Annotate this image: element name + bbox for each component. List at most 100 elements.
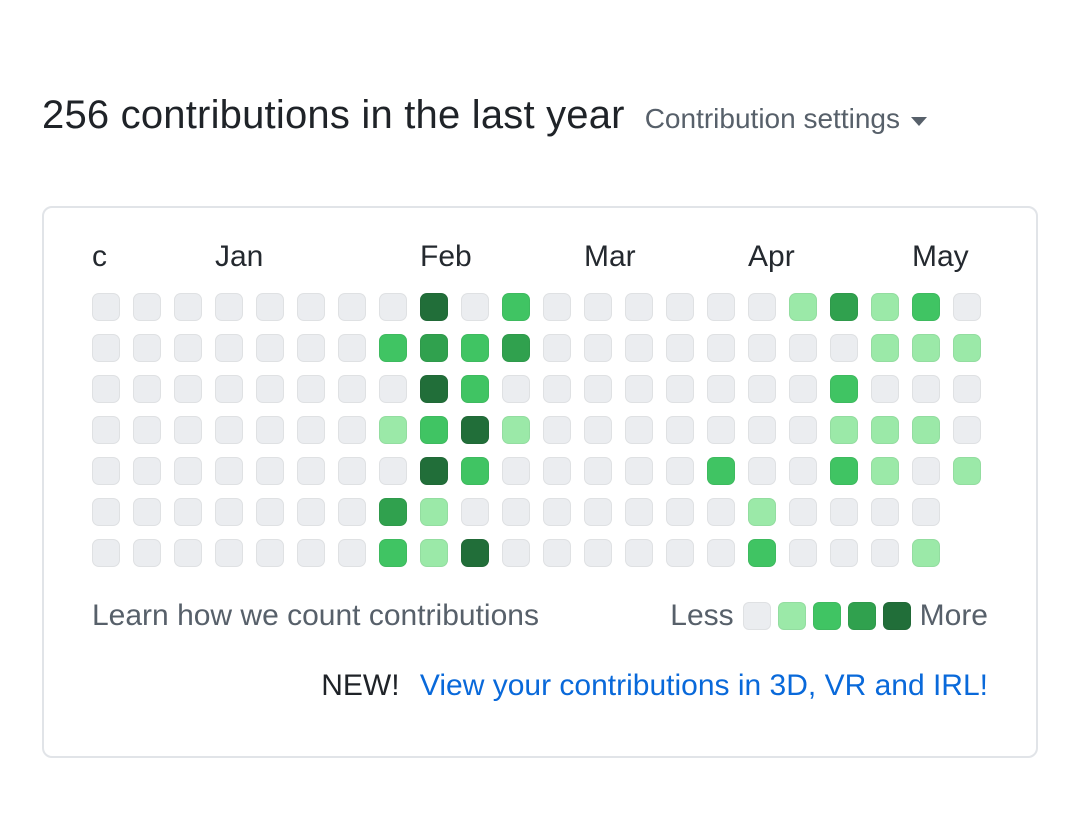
contribution-cell[interactable] (338, 498, 366, 527)
contribution-cell[interactable] (666, 498, 694, 527)
contribution-cell[interactable] (133, 416, 161, 445)
contribution-cell[interactable] (133, 539, 161, 568)
contribution-cell[interactable] (174, 334, 202, 363)
contribution-cell[interactable] (666, 293, 694, 322)
contribution-cell[interactable] (625, 416, 653, 445)
contribution-cell[interactable] (871, 334, 899, 363)
contribution-cell[interactable] (338, 457, 366, 486)
contribution-cell[interactable] (256, 293, 284, 322)
contribution-cell[interactable] (379, 375, 407, 404)
contribution-cell[interactable] (174, 498, 202, 527)
contribution-cell[interactable] (912, 539, 940, 568)
contribution-cell[interactable] (174, 375, 202, 404)
contribution-cell[interactable] (625, 293, 653, 322)
contribution-cell[interactable] (830, 539, 858, 568)
contribution-cell[interactable] (461, 293, 489, 322)
contribution-settings-button[interactable]: Contribution settings (645, 103, 927, 135)
contribution-cell[interactable] (256, 539, 284, 568)
contribution-cell[interactable] (297, 416, 325, 445)
contribution-cell[interactable] (297, 375, 325, 404)
contribution-cell[interactable] (666, 334, 694, 363)
contribution-cell[interactable] (379, 539, 407, 568)
contribution-cell[interactable] (953, 293, 981, 322)
contribution-cell[interactable] (748, 498, 776, 527)
contribution-cell[interactable] (133, 293, 161, 322)
contribution-cell[interactable] (256, 375, 284, 404)
contribution-cell[interactable] (297, 498, 325, 527)
contribution-cell[interactable] (707, 539, 735, 568)
contribution-cell[interactable] (215, 498, 243, 527)
contribution-cell[interactable] (912, 293, 940, 322)
contribution-cell[interactable] (584, 334, 612, 363)
contribution-cell[interactable] (543, 539, 571, 568)
contribution-cell[interactable] (953, 375, 981, 404)
contribution-cell[interactable] (789, 498, 817, 527)
contribution-cell[interactable] (830, 334, 858, 363)
contribution-cell[interactable] (789, 334, 817, 363)
contribution-cell[interactable] (420, 539, 448, 568)
contribution-cell[interactable] (707, 293, 735, 322)
contribution-cell[interactable] (92, 416, 120, 445)
contribution-cell[interactable] (256, 416, 284, 445)
contribution-cell[interactable] (748, 539, 776, 568)
contribution-cell[interactable] (584, 498, 612, 527)
contribution-cell[interactable] (215, 539, 243, 568)
contribution-cell[interactable] (502, 498, 530, 527)
contribution-cell[interactable] (420, 334, 448, 363)
learn-link[interactable]: Learn how we count contributions (92, 599, 539, 633)
contribution-cell[interactable] (174, 293, 202, 322)
contribution-cell[interactable] (748, 293, 776, 322)
contribution-cell[interactable] (543, 498, 571, 527)
contribution-cell[interactable] (502, 539, 530, 568)
contribution-cell[interactable] (297, 334, 325, 363)
contribution-cell[interactable] (748, 416, 776, 445)
contribution-cell[interactable] (707, 498, 735, 527)
contribution-cell[interactable] (502, 416, 530, 445)
contribution-cell[interactable] (871, 416, 899, 445)
contribution-cell[interactable] (420, 416, 448, 445)
contribution-cell[interactable] (543, 375, 571, 404)
contribution-cell[interactable] (502, 457, 530, 486)
contribution-cell[interactable] (912, 334, 940, 363)
contribution-cell[interactable] (666, 539, 694, 568)
contribution-cell[interactable] (338, 293, 366, 322)
contribution-cell[interactable] (215, 293, 243, 322)
contribution-cell[interactable] (338, 375, 366, 404)
contribution-cell[interactable] (215, 457, 243, 486)
contribution-cell[interactable] (666, 416, 694, 445)
contribution-cell[interactable] (92, 293, 120, 322)
contribution-cell[interactable] (953, 416, 981, 445)
contribution-cell[interactable] (133, 498, 161, 527)
contribution-cell[interactable] (502, 334, 530, 363)
contribution-cell[interactable] (912, 457, 940, 486)
contribution-cell[interactable] (543, 457, 571, 486)
contribution-cell[interactable] (174, 457, 202, 486)
contribution-cell[interactable] (584, 539, 612, 568)
contribution-cell[interactable] (379, 293, 407, 322)
contribution-cell[interactable] (215, 375, 243, 404)
contribution-cell[interactable] (789, 293, 817, 322)
contribution-cell[interactable] (543, 334, 571, 363)
contribution-cell[interactable] (584, 457, 612, 486)
contribution-cell[interactable] (297, 293, 325, 322)
contribution-cell[interactable] (789, 539, 817, 568)
contribution-cell[interactable] (707, 334, 735, 363)
contribution-cell[interactable] (379, 498, 407, 527)
contribution-cell[interactable] (174, 539, 202, 568)
contribution-cell[interactable] (830, 498, 858, 527)
contribution-cell[interactable] (543, 293, 571, 322)
contribution-cell[interactable] (174, 416, 202, 445)
contribution-cell[interactable] (748, 334, 776, 363)
contribution-cell[interactable] (953, 457, 981, 486)
contribution-cell[interactable] (830, 457, 858, 486)
contribution-cell[interactable] (625, 498, 653, 527)
contribution-cell[interactable] (420, 498, 448, 527)
contribution-cell[interactable] (338, 334, 366, 363)
contribution-cell[interactable] (92, 539, 120, 568)
contribution-cell[interactable] (461, 416, 489, 445)
contribution-cell[interactable] (912, 416, 940, 445)
contribution-cell[interactable] (133, 334, 161, 363)
contribution-cell[interactable] (461, 539, 489, 568)
contribution-cell[interactable] (92, 457, 120, 486)
contribution-cell[interactable] (748, 375, 776, 404)
